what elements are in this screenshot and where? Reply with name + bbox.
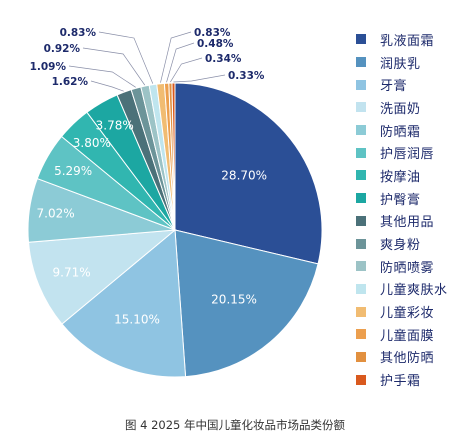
leader-line xyxy=(173,74,226,83)
legend-label: 儿童彩妆 xyxy=(380,306,435,322)
legend-swatch xyxy=(356,125,366,136)
legend-swatch xyxy=(356,306,366,317)
leader-line xyxy=(98,31,154,84)
legend-swatch xyxy=(356,102,366,113)
pie-slice xyxy=(174,229,319,378)
data-label: 0.48% xyxy=(197,38,234,50)
pie-slice xyxy=(174,82,323,265)
leader-line xyxy=(90,80,124,92)
data-label: 5.29% xyxy=(54,164,92,178)
legend-item: 洗面奶 xyxy=(356,96,466,119)
legend-item: 儿童彩妆 xyxy=(356,300,466,323)
legend-item: 其他防晒 xyxy=(356,346,466,369)
data-label: 7.02% xyxy=(37,207,75,221)
data-label: 1.09% xyxy=(30,61,67,73)
legend-label: 儿童爽肤水 xyxy=(380,283,448,299)
legend-swatch xyxy=(356,238,366,249)
legend-swatch xyxy=(356,34,366,45)
legend: 乳液面霜润肤乳牙膏洗面奶防晒霜护唇润唇按摩油护臀膏其他用品爽身粉防晒喷雾儿童爽肤… xyxy=(356,28,466,391)
legend-swatch xyxy=(356,261,366,272)
pie-slice xyxy=(171,82,176,231)
data-label: 3.80% xyxy=(73,136,111,150)
pie-slices xyxy=(27,82,323,378)
legend-label: 洗面奶 xyxy=(380,101,421,117)
legend-label: 乳液面霜 xyxy=(380,33,435,49)
legend-item: 儿童爽肤水 xyxy=(356,278,466,301)
leader-line xyxy=(166,42,195,83)
legend-swatch xyxy=(356,147,366,158)
legend-label: 其他用品 xyxy=(380,215,435,231)
legend-item: 护唇润唇 xyxy=(356,141,466,164)
data-label: 0.92% xyxy=(44,43,81,55)
legend-label: 润肤乳 xyxy=(380,56,421,72)
data-label: 15.10% xyxy=(114,312,160,326)
legend-item: 护手霜 xyxy=(356,368,466,391)
legend-label: 护手霜 xyxy=(380,374,421,390)
pie-slice xyxy=(27,229,177,325)
data-label: 0.83% xyxy=(60,27,97,39)
legend-label: 按摩油 xyxy=(380,169,421,185)
legend-label: 护臀膏 xyxy=(380,192,421,208)
data-labels: 28.70% 20.15% 15.10% 9.71% 7.02% 5.29% 3.80% 3.… xyxy=(30,27,268,326)
leader-lines xyxy=(68,31,226,92)
legend-label: 儿童面膜 xyxy=(380,328,435,344)
legend-swatch xyxy=(356,57,366,68)
legend-item: 防晒喷雾 xyxy=(356,255,466,278)
data-label: 0.83% xyxy=(194,27,231,39)
leader-line xyxy=(68,65,136,88)
legend-label: 爽身粉 xyxy=(380,238,421,254)
pie-chart: 28.70% 20.15% 15.10% 9.71% 7.02% 5.29% 3.80% 3.… xyxy=(27,27,323,378)
data-label: 28.70% xyxy=(221,168,267,182)
chart-caption: 图 4 2025 年中国儿童化妆品市场品类份额 xyxy=(124,418,346,432)
legend-label: 护唇润唇 xyxy=(380,147,435,163)
legend-swatch xyxy=(356,329,366,340)
legend-swatch xyxy=(356,374,366,385)
legend-label: 牙膏 xyxy=(380,79,408,95)
legend-label: 其他防晒 xyxy=(380,351,435,367)
legend-item: 防晒霜 xyxy=(356,119,466,142)
leader-line xyxy=(160,31,192,83)
data-label: 3.78% xyxy=(96,119,134,133)
leader-line xyxy=(170,57,203,83)
data-label: 9.71% xyxy=(53,265,91,279)
legend-item: 爽身粉 xyxy=(356,232,466,255)
legend-label: 防晒霜 xyxy=(380,124,421,140)
legend-swatch xyxy=(356,351,366,362)
legend-swatch xyxy=(356,215,366,226)
legend-item: 润肤乳 xyxy=(356,51,466,74)
legend-label: 防晒喷雾 xyxy=(380,260,435,276)
pie-slice xyxy=(61,228,187,378)
legend-item: 牙膏 xyxy=(356,73,466,96)
legend-item: 其他用品 xyxy=(356,210,466,233)
legend-swatch xyxy=(356,170,366,181)
legend-item: 儿童面膜 xyxy=(356,323,466,346)
legend-item: 乳液面霜 xyxy=(356,28,466,51)
data-label: 0.34% xyxy=(205,53,242,65)
leader-line xyxy=(82,47,146,86)
legend-swatch xyxy=(356,283,366,294)
data-label: 1.62% xyxy=(52,76,89,88)
legend-swatch xyxy=(356,79,366,90)
data-label: 0.33% xyxy=(228,70,265,82)
data-label: 20.15% xyxy=(211,292,257,306)
legend-item: 按摩油 xyxy=(356,164,466,187)
legend-swatch xyxy=(356,193,366,204)
legend-item: 护臀膏 xyxy=(356,187,466,210)
